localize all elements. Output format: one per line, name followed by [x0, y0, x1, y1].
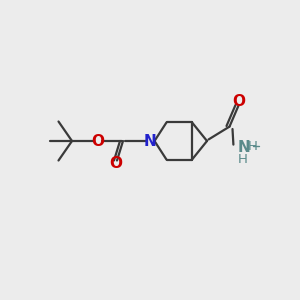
Text: H: H — [248, 140, 257, 153]
Text: O: O — [232, 94, 246, 109]
Text: O: O — [91, 134, 104, 148]
Text: N: N — [238, 140, 251, 154]
Text: O: O — [109, 156, 122, 171]
Text: H: H — [238, 153, 248, 166]
Text: N: N — [144, 134, 156, 148]
